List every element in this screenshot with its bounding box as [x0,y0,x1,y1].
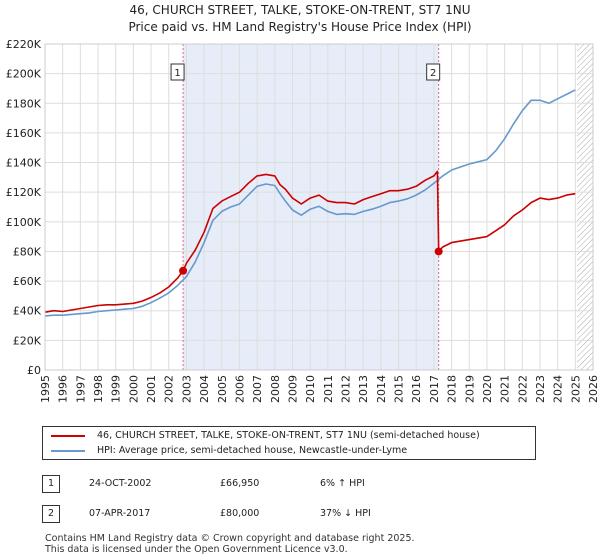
x-tick-label: 2014 [375,375,388,403]
x-tick-label: 2011 [322,375,335,403]
x-tick-label: 2001 [145,375,158,403]
footer-licence: This data is licensed under the Open Gov… [45,544,348,555]
x-tick-label: 2026 [587,375,600,403]
x-tick-label: 2024 [552,375,565,403]
footer: Contains HM Land Registry data © Crown c… [45,533,415,555]
forecast-hatch-region [577,44,593,370]
x-tick-label: 2010 [304,375,317,403]
x-tick-label: 2025 [569,375,582,403]
sale-marker-box [426,63,441,81]
annotation-hpi-diff: 6% ↑ HPI [320,478,365,489]
x-tick-label: 1998 [92,375,105,403]
legend-swatch-property [51,435,85,437]
x-tick-label: 2018 [446,375,459,403]
sale-point [179,266,188,275]
x-tick-label: 2009 [286,375,299,403]
x-tick-label: 2015 [393,375,406,403]
y-tick-label: £220K [6,38,42,51]
y-tick-label: £60K [13,275,42,288]
sale-marker-box [170,63,185,81]
annotation-date: 24-OCT-2002 [89,478,152,489]
annotation-number: 2 [42,505,60,523]
property-price-line [44,170,576,313]
x-tick-label: 2017 [428,375,441,403]
x-tick-label: 2012 [340,375,353,403]
legend-swatch-hpi [51,450,85,452]
x-tick-label: 1999 [110,375,123,403]
y-tick-label: £40K [13,305,42,318]
y-axis-ticks: £0 £20K £40K £60K £80K £100K £120K £140K £160K £1… [6,38,42,377]
y-tick-label: £100K [6,216,42,229]
x-tick-label: 2002 [163,375,176,403]
annotation-hpi-diff: 37% ↓ HPI [320,508,371,519]
x-tick-label: 2020 [481,375,494,403]
sale-marker-label: 2 [430,68,436,79]
x-tick-label: 1995 [39,375,52,403]
y-tick-label: £140K [6,157,42,170]
chart-title: 46, CHURCH STREET, TALKE, STOKE-ON-TRENT… [129,3,471,17]
annotation-price: £80,000 [220,508,260,519]
annotation-number: 1 [42,475,60,493]
ownership-period-shading [183,44,439,370]
x-axis-ticks: 1995 1996 1997 1998 1999 2000 2001 2002 2003 2004… [39,375,600,403]
y-tick-label: £180K [6,97,42,110]
x-tick-label: 2005 [216,375,229,403]
x-tick-label: 2013 [357,375,370,403]
plot-frame [44,43,594,371]
legend: 46, CHURCH STREET, TALKE, STOKE-ON-TRENT… [42,426,536,460]
x-tick-label: 2008 [269,375,282,403]
x-tick-label: 2004 [198,375,211,403]
x-tick-label: 2016 [410,375,423,403]
annotation-date: 07-APR-2017 [89,508,151,519]
x-tick-label: 1996 [57,375,70,403]
y-tick-label: £0 [27,364,41,377]
x-tick-label: 2003 [180,375,193,403]
x-tick-label: 2000 [127,375,140,403]
legend-label-property: 46, CHURCH STREET, TALKE, STOKE-ON-TRENT… [97,430,480,441]
chart-subtitle: Price paid vs. HM Land Registry's House … [128,20,472,34]
sale-marker-label: 1 [174,68,180,79]
x-tick-label: 2022 [516,375,529,403]
sale-point [434,247,443,256]
series-lines [44,89,576,317]
x-tick-label: 2023 [534,375,547,403]
hpi-line [44,89,576,317]
x-tick-label: 1997 [74,375,87,403]
annotation-price: £66,950 [220,478,260,489]
y-tick-label: £160K [6,127,42,140]
x-tick-label: 2006 [233,375,246,403]
x-tick-label: 2007 [251,375,264,403]
sale-points [179,247,443,275]
x-tick-label: 2021 [499,375,512,403]
y-tick-label: £120K [6,186,42,199]
y-tick-label: £200K [6,68,42,81]
y-tick-label: £20K [13,334,42,347]
x-tick-label: 2019 [463,375,476,403]
legend-label-hpi: HPI: Average price, semi-detached house,… [97,445,408,456]
footer-copyright: Contains HM Land Registry data © Crown c… [45,533,415,544]
y-tick-label: £80K [13,245,42,258]
